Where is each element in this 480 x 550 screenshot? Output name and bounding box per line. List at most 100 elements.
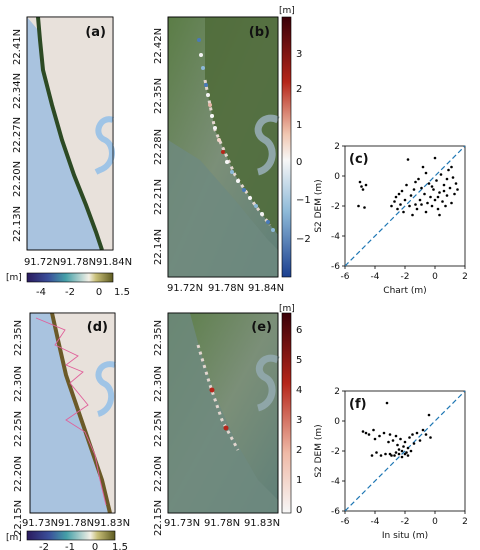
svg-text:−1: −1 xyxy=(296,195,311,206)
scatter-f-point xyxy=(361,430,365,433)
scatter-f-point xyxy=(388,433,392,436)
svg-text:22.28N: 22.28N xyxy=(153,129,164,165)
scatter-c-point xyxy=(400,189,404,193)
scatter-c-point xyxy=(394,195,398,199)
svg-text:22.15N: 22.15N xyxy=(13,500,24,536)
scatter-c-point xyxy=(432,188,435,191)
scatter-f-point xyxy=(409,449,413,453)
scatter-f-point xyxy=(415,431,419,435)
scatter-c-point xyxy=(447,168,450,172)
panel-d-map xyxy=(29,312,116,514)
scatter-f-point xyxy=(367,433,371,436)
scatter-f-reference-line xyxy=(344,390,466,512)
svg-text:22.20N: 22.20N xyxy=(13,456,24,492)
panel-b-survey-point xyxy=(206,93,210,97)
scatter-f-point xyxy=(421,428,425,432)
scatter-f-point xyxy=(372,428,375,432)
scatter-c-point xyxy=(397,192,401,196)
svg-text:22.25N: 22.25N xyxy=(153,411,164,447)
scatter-c-point xyxy=(411,213,414,217)
scatter-c-ytick-label: -2 xyxy=(331,202,340,212)
scatter-f-point xyxy=(391,439,395,442)
scatter-c-point xyxy=(405,183,408,187)
svg-text:-4: -4 xyxy=(36,287,46,298)
scatter-c-point xyxy=(396,207,399,211)
panel-a-ytick: 22.27N xyxy=(12,117,23,153)
scatter-c-xtick-label: -4 xyxy=(371,272,380,282)
scatter-c-point xyxy=(429,195,432,199)
scatter-c-point xyxy=(450,165,453,169)
scatter-c-ytick-label: 0 xyxy=(334,172,340,182)
scatter-c-point xyxy=(357,204,360,208)
panel-e-map xyxy=(167,312,280,514)
scatter-c-point xyxy=(430,204,434,208)
scatter-f-ytick-label: 0 xyxy=(334,417,340,427)
scatter-f-point xyxy=(412,442,416,445)
svg-text:91.84N: 91.84N xyxy=(248,283,284,294)
scatter-f-point xyxy=(393,454,396,457)
scatter-f-point xyxy=(400,449,404,453)
scatter-f-point xyxy=(394,434,398,438)
svg-text:2: 2 xyxy=(296,445,302,456)
scatter-c-point xyxy=(363,206,366,209)
scatter-f-xtick-label: 0 xyxy=(432,517,438,527)
panel-e-colorbar: [m] 6 5 4 3 2 1 0 xyxy=(279,304,302,516)
panel-d-xticks: 91.73N 91.78N 91.83N xyxy=(22,518,130,529)
scatter-plot-f: (f) In situ (m) S2 DEM (m) -6 -4 -2 0 2 -6 -4 -… xyxy=(314,387,468,541)
scatter-f-point xyxy=(379,454,383,457)
scatter-c-point xyxy=(427,182,431,185)
scatter-c-xtick-label: 0 xyxy=(432,272,438,282)
scatter-c-point xyxy=(403,198,407,202)
scatter-c-point xyxy=(450,201,453,205)
scatter-f-point xyxy=(403,440,407,444)
scatter-c-point xyxy=(420,186,423,190)
scatter-f-point xyxy=(375,451,378,454)
scatter-c-point xyxy=(445,177,449,181)
scatter-c-point xyxy=(409,194,413,197)
svg-text:22.30N: 22.30N xyxy=(153,366,164,402)
panel-b-survey-point xyxy=(210,114,214,118)
scatter-f-ylabel: S2 DEM (m) xyxy=(314,424,324,477)
panel-b-survey-point xyxy=(204,83,208,87)
scatter-c-point xyxy=(393,200,396,203)
svg-text:-1: -1 xyxy=(65,542,75,550)
scatter-f-point xyxy=(427,413,431,417)
scatter-c-point xyxy=(423,192,426,196)
svg-text:22.15N: 22.15N xyxy=(153,500,164,536)
scatter-c-point xyxy=(408,204,411,208)
scatter-c-ytick-label: -4 xyxy=(331,232,340,242)
panel-b-yticks: 22.42N 22.35N 22.28N 22.21N 22.14N xyxy=(153,28,164,265)
scatter-c-xtick-label: 2 xyxy=(462,272,468,282)
scatter-c-point xyxy=(430,185,434,188)
scatter-f-point xyxy=(370,454,374,457)
svg-text:22.35N: 22.35N xyxy=(153,320,164,356)
panel-a-coastline xyxy=(36,16,104,251)
panel-b-survey-point xyxy=(248,196,252,200)
scatter-f-point xyxy=(400,455,404,459)
scatter-c-point xyxy=(456,188,459,191)
scatter-f-xlabel: In situ (m) xyxy=(382,531,428,541)
scatter-f-point xyxy=(390,454,393,457)
svg-text:[m]: [m] xyxy=(6,533,22,543)
panel-b-survey-point xyxy=(213,126,217,130)
panel-b-survey-point xyxy=(230,170,234,174)
svg-text:5: 5 xyxy=(296,355,302,366)
scatter-f-letter: (f) xyxy=(349,397,367,412)
scatter-c-point xyxy=(426,201,429,205)
panel-d-colorbar: [m] -2 -1 0 1.5 xyxy=(6,530,128,550)
scatter-c-point xyxy=(424,171,428,175)
panel-b-survey-point xyxy=(217,138,221,142)
scatter-plot-c: (c) Chart (m) S2 DEM (m) -6 -4 -2 0 2 -6 -4 -2 0… xyxy=(314,142,468,296)
panel-e-letter: (e) xyxy=(251,320,272,335)
svg-text:22.35N: 22.35N xyxy=(13,320,24,356)
scatter-f-point xyxy=(429,436,432,439)
panel-a-xtick: 91.72N xyxy=(24,257,60,268)
scatter-c-point xyxy=(441,200,444,203)
scatter-f-point xyxy=(396,443,399,447)
panel-b-survey-point xyxy=(260,212,264,216)
panel-a-xticks: 91.72N 91.78N 91.84N xyxy=(24,257,132,268)
svg-text:91.78N: 91.78N xyxy=(58,518,94,529)
svg-text:22.20N: 22.20N xyxy=(153,456,164,492)
scatter-f-ytick-label: 2 xyxy=(334,387,340,397)
